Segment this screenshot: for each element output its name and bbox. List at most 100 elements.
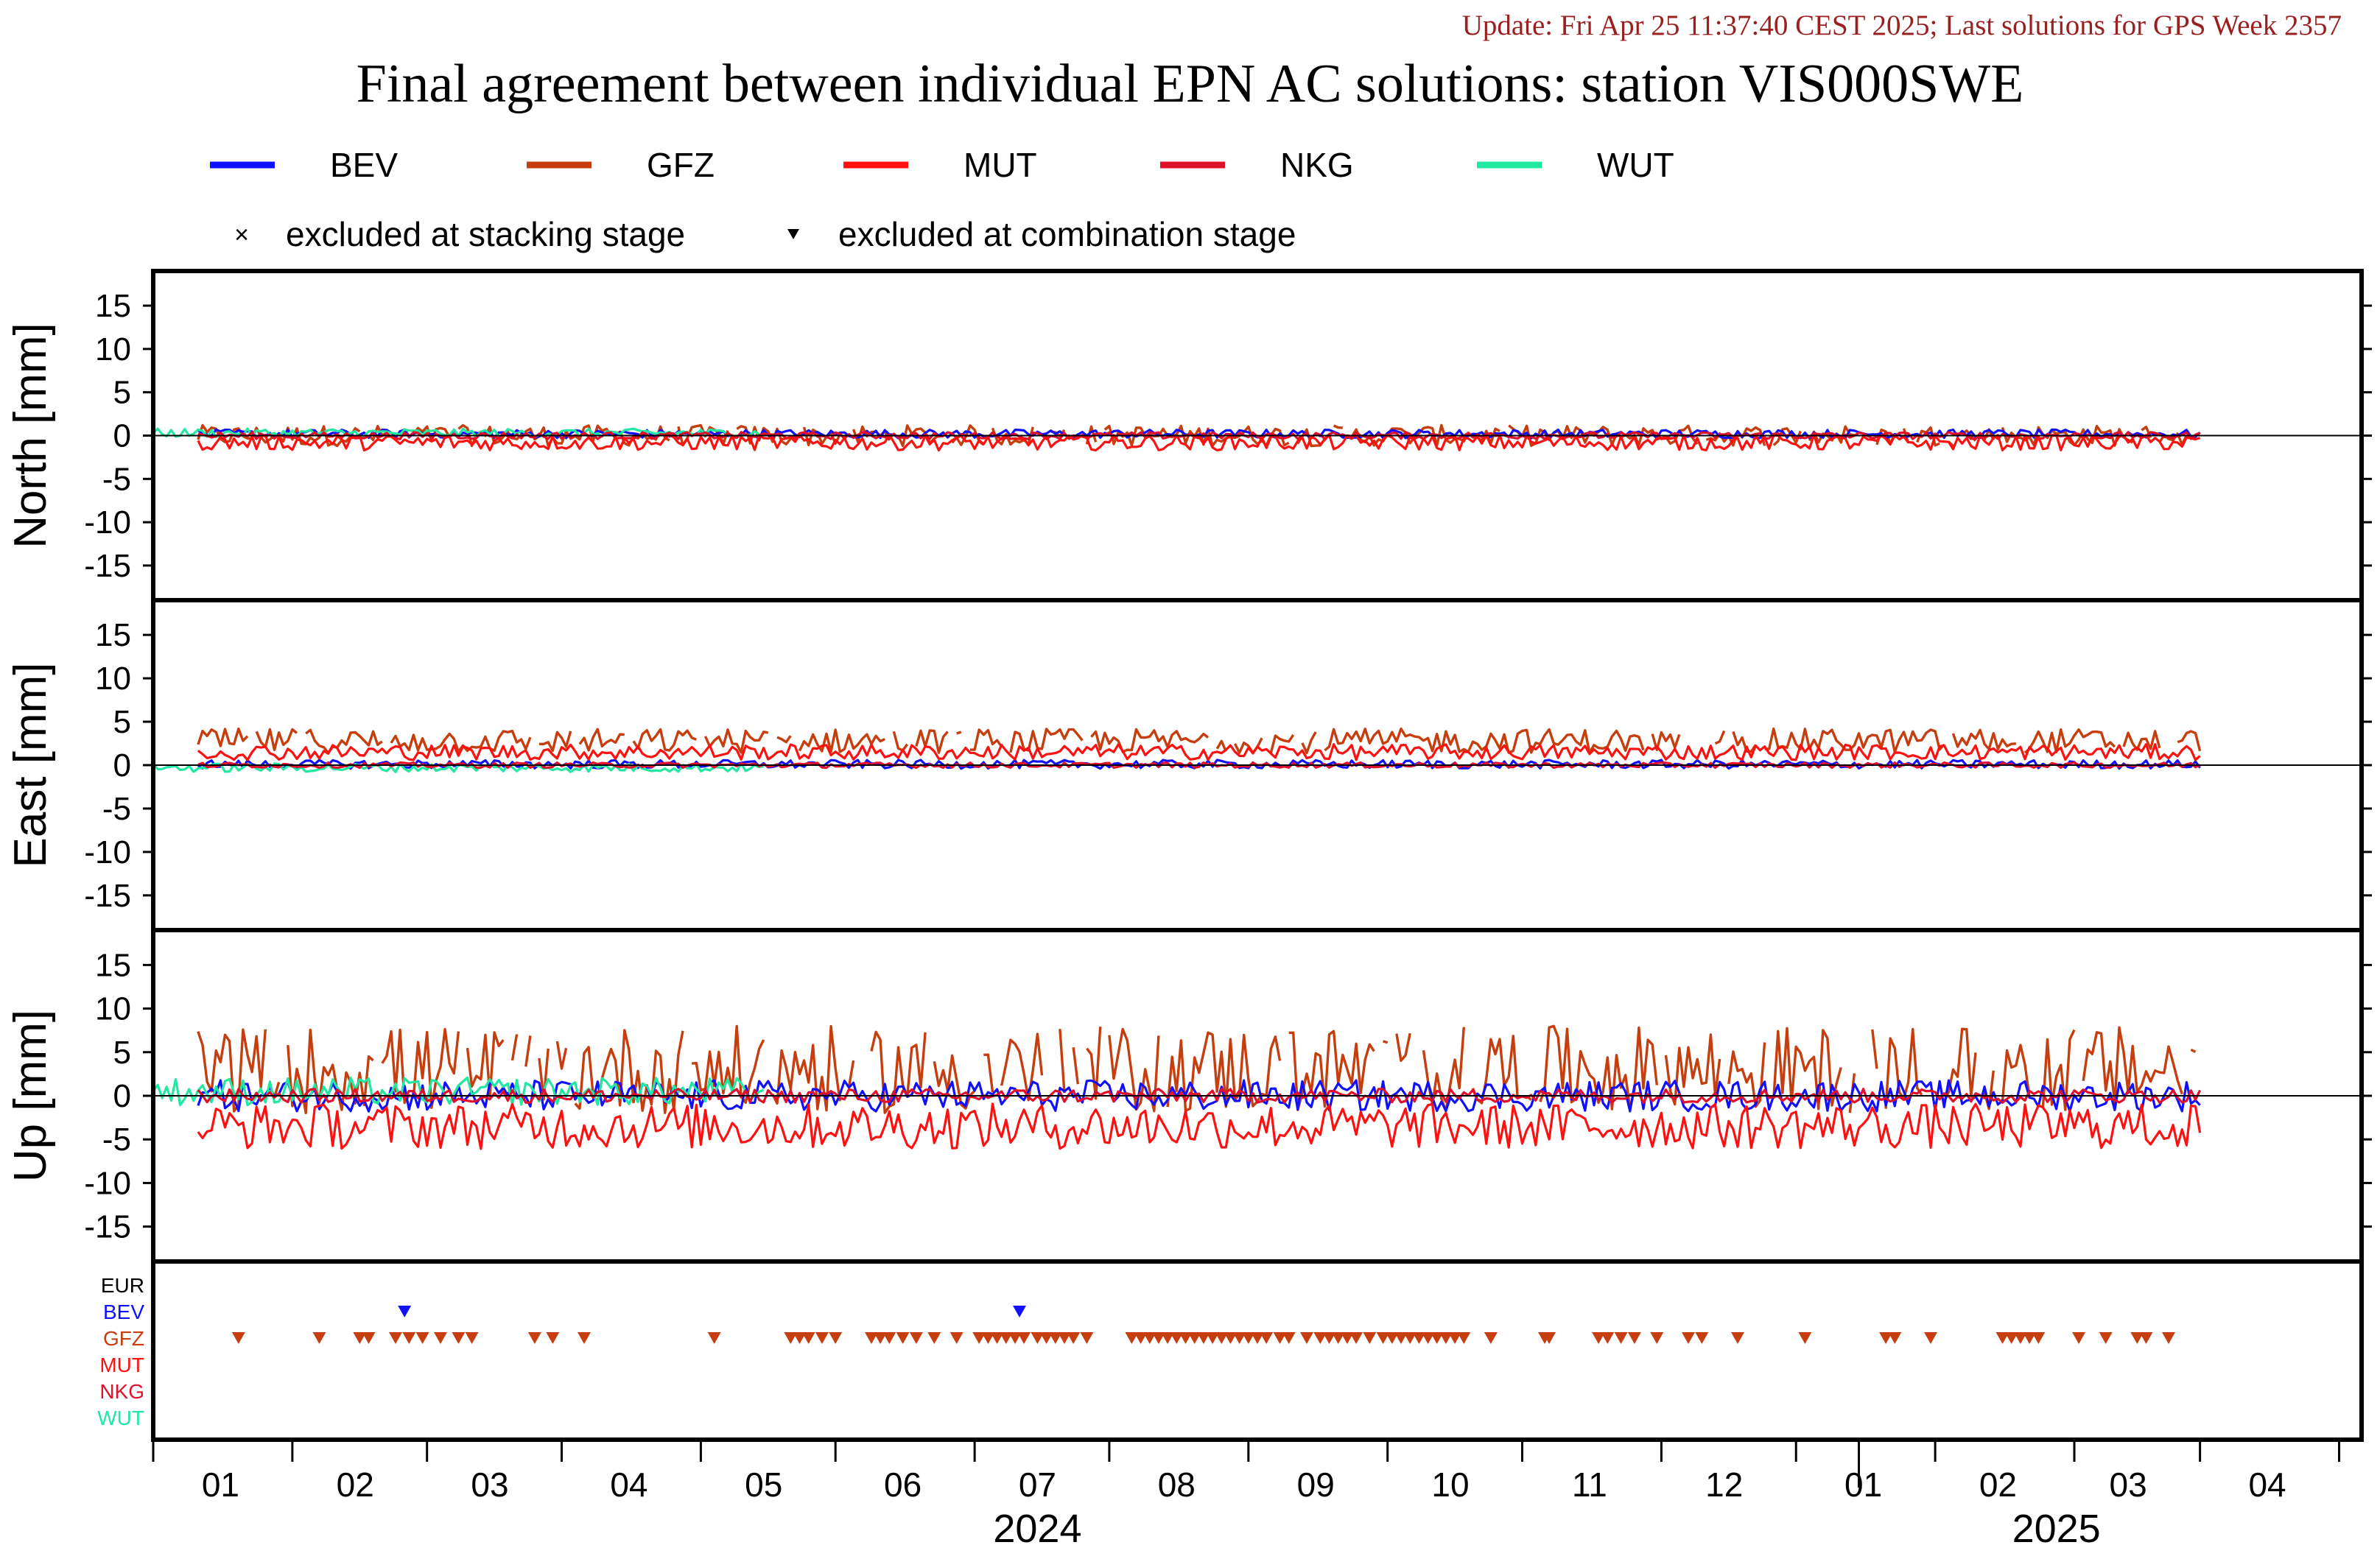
combination-exclusion-marker	[1592, 1332, 1606, 1344]
y-tick-label: -5	[102, 461, 131, 497]
legend-item-nkg: NKG	[1160, 146, 1354, 184]
combination-exclusion-marker	[2023, 1332, 2037, 1344]
combination-exclusion-marker	[578, 1332, 591, 1344]
x-month-label: 01	[202, 1465, 239, 1504]
combination-exclusion-marker	[1260, 1332, 1274, 1344]
combination-exclusion-marker	[1273, 1332, 1287, 1344]
combination-exclusion-marker	[1385, 1332, 1399, 1344]
combination-exclusion-marker	[1322, 1332, 1336, 1344]
y-tick-label: 10	[95, 991, 131, 1027]
combination-exclusion-marker	[1206, 1332, 1220, 1344]
combination-exclusion-marker	[1798, 1332, 1812, 1344]
combination-exclusion-marker	[784, 1332, 798, 1344]
combination-exclusion-marker	[801, 1332, 815, 1344]
combination-exclusion-marker	[815, 1332, 829, 1344]
combination-exclusion-marker	[999, 1332, 1013, 1344]
exclusion-panel: EUR BEV GFZ MUT NKG WUT	[97, 1259, 2364, 1442]
combination-exclusion-marker	[1251, 1332, 1264, 1344]
combination-exclusion-marker	[1134, 1332, 1148, 1344]
combination-exclusion-marker	[1187, 1332, 1201, 1344]
combination-exclusion-marker	[1224, 1332, 1238, 1344]
combination-exclusion-marker	[1403, 1332, 1417, 1344]
combination-exclusion-marker	[398, 1306, 412, 1317]
legend-label-bev: BEV	[330, 146, 398, 184]
combination-exclusion-marker	[1394, 1332, 1408, 1344]
panel-frame	[151, 1259, 2364, 1442]
combination-exclusion-marker	[1080, 1332, 1094, 1344]
combination-exclusion-marker	[2139, 1332, 2153, 1344]
series-line-gfz	[197, 727, 2202, 755]
legend-item-wut: WUT	[1477, 146, 1674, 184]
exclusion-row-label-wut: WUT	[97, 1407, 144, 1429]
x-year-label: 2025	[2012, 1507, 2101, 1545]
combination-exclusion-marker	[1542, 1332, 1556, 1344]
combination-exclusion-marker	[1300, 1332, 1313, 1344]
x-month-label: 01	[1844, 1465, 1882, 1504]
legend-marker-label: excluded at stacking stage	[286, 215, 685, 253]
y-axis-label: East [mm]	[5, 662, 56, 867]
combination-exclusion-marker	[1039, 1332, 1053, 1344]
combination-exclusion-marker	[1282, 1332, 1296, 1344]
combination-exclusion-marker	[2013, 1332, 2027, 1344]
exclusion-row-label-bev: BEV	[103, 1301, 144, 1323]
panel-east: 15 10 5 0 -5 -10 -15 East [mm]	[5, 598, 2372, 932]
y-axis-label: North [mm]	[5, 323, 56, 549]
combination-exclusion-marker	[1614, 1332, 1628, 1344]
combination-exclusion-marker	[1161, 1332, 1175, 1344]
combination-exclusion-marker	[1430, 1332, 1444, 1344]
x-month-label: 10	[1431, 1465, 1469, 1504]
combination-exclusion-marker	[1601, 1332, 1615, 1344]
legend-label-mut: MUT	[963, 146, 1037, 184]
combination-exclusion-marker	[1627, 1332, 1641, 1344]
combination-exclusion-marker	[909, 1332, 923, 1344]
x-month-label: 09	[1297, 1465, 1335, 1504]
y-tick-label: 0	[113, 1078, 131, 1114]
y-tick-label: -10	[84, 834, 131, 870]
combination-exclusion-marker	[1457, 1332, 1471, 1344]
combination-exclusion-marker	[452, 1332, 466, 1344]
combination-exclusion-marker	[415, 1332, 429, 1344]
combination-exclusion-marker	[1058, 1332, 1071, 1344]
y-tick-label: -10	[84, 1165, 131, 1201]
legend-item-mut: MUT	[843, 146, 1037, 184]
legend-item-bev: BEV	[210, 146, 398, 184]
legend-label-wut: WUT	[1597, 146, 1674, 184]
y-tick-label: 15	[95, 947, 131, 983]
y-tick-label: 5	[113, 704, 131, 740]
combination-exclusion-marker	[1313, 1332, 1327, 1344]
combination-exclusion-marker	[312, 1332, 326, 1344]
panel-north: 15 10 5 0 -5 -10 -15 North [mm]	[5, 269, 2372, 602]
combination-exclusion-marker	[231, 1332, 245, 1344]
y-tick-label: 5	[113, 375, 131, 411]
triangle-marker-icon	[787, 229, 799, 239]
combination-exclusion-marker	[1421, 1332, 1435, 1344]
legend-combination-exclusion: excluded at combination stage	[787, 215, 1296, 253]
combination-exclusion-marker	[2130, 1332, 2144, 1344]
y-tick-label: -5	[102, 1122, 131, 1158]
combination-exclusion-marker	[2072, 1332, 2086, 1344]
combination-exclusion-marker	[1170, 1332, 1184, 1344]
combination-exclusion-marker	[949, 1332, 963, 1344]
y-tick-label: -5	[102, 791, 131, 827]
combination-exclusion-marker	[1340, 1332, 1354, 1344]
combination-exclusion-marker	[389, 1332, 402, 1344]
combination-exclusion-marker	[1349, 1332, 1363, 1344]
combination-exclusion-marker	[1888, 1332, 1902, 1344]
x-year-label: 2024	[993, 1507, 1081, 1545]
x-month-label: 02	[337, 1465, 374, 1504]
combination-exclusion-marker	[465, 1332, 479, 1344]
y-tick-label: 0	[113, 747, 131, 784]
combination-exclusion-marker	[1125, 1332, 1139, 1344]
y-tick-label: 5	[113, 1035, 131, 1071]
legend-label-nkg: NKG	[1280, 146, 1354, 184]
combination-exclusion-marker	[1879, 1332, 1893, 1344]
x-month-label: 08	[1158, 1465, 1196, 1504]
combination-exclusion-marker	[882, 1332, 896, 1344]
combination-exclusion-marker	[865, 1332, 878, 1344]
series-line-gfz	[197, 1024, 2197, 1114]
combination-exclusion-marker	[1924, 1332, 1937, 1344]
combination-exclusion-marker	[353, 1332, 367, 1344]
combination-exclusion-marker	[546, 1332, 560, 1344]
combination-exclusion-marker	[434, 1332, 447, 1344]
